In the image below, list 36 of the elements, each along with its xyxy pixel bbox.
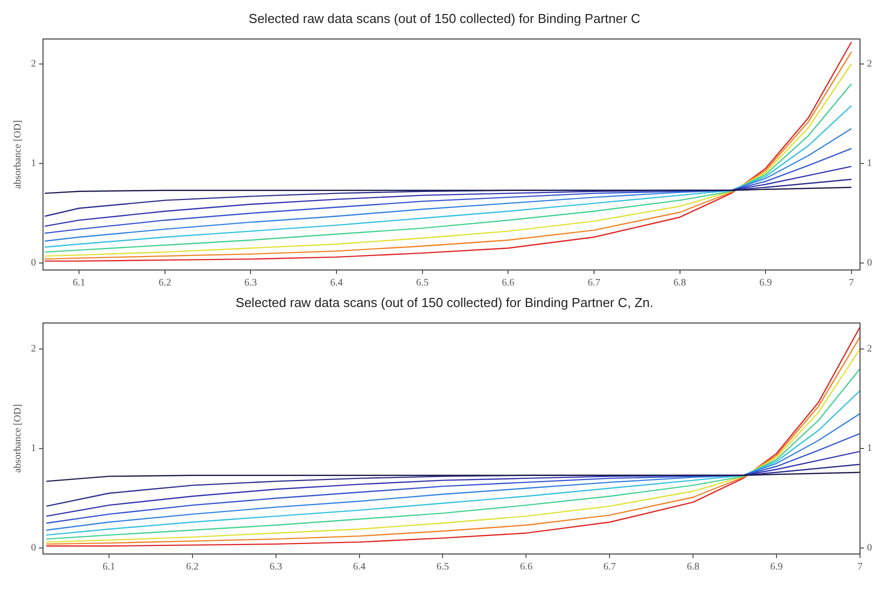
x-tick-label: 6.3 bbox=[270, 562, 282, 573]
x-tick-label: 6.4 bbox=[330, 278, 343, 289]
x-tick-label: 6.2 bbox=[158, 278, 172, 289]
x-tick-label: 6.7 bbox=[603, 562, 616, 573]
chart-title: Selected raw data scans (out of 150 collected) for Binding Partner C, Zn. bbox=[234, 294, 654, 312]
y-tick-label: 1 bbox=[31, 443, 36, 454]
y-axis-title: absorbance [OD] bbox=[12, 404, 24, 473]
x-tick-label: 6.6 bbox=[502, 278, 514, 289]
y2-tick-label: 1 bbox=[867, 158, 872, 170]
y-axis-title: absorbance [OD] bbox=[12, 120, 24, 189]
x-tick-label: 6.3 bbox=[244, 278, 257, 289]
y2-tick-label: 0 bbox=[867, 542, 872, 554]
x-tick-label: 6.4 bbox=[353, 562, 366, 573]
x-tick-label: 6.7 bbox=[588, 278, 600, 289]
y2-tick-label: 2 bbox=[867, 58, 872, 70]
x-tick-label: 6.1 bbox=[102, 562, 116, 573]
y2-tick-label: 1 bbox=[867, 443, 872, 454]
x-tick-label: 6.2 bbox=[186, 562, 199, 573]
x-tick-label: 6.5 bbox=[436, 562, 449, 573]
x-tick-label: 6.9 bbox=[770, 562, 783, 573]
x-tick-label: 6.8 bbox=[686, 562, 700, 573]
y-tick-label: 2 bbox=[31, 344, 36, 355]
x-tick-label: 6.5 bbox=[416, 278, 429, 289]
y2-tick-label: 2 bbox=[867, 344, 872, 355]
x-tick-label: 7 bbox=[848, 278, 854, 289]
y-tick-label: 1 bbox=[31, 158, 36, 170]
x-tick-label: 6.8 bbox=[674, 278, 686, 289]
x-tick-label: 6.1 bbox=[72, 278, 86, 289]
y-tick-label: 0 bbox=[31, 542, 36, 554]
x-tick-label: 6.9 bbox=[759, 278, 772, 289]
x-tick-label: 7 bbox=[858, 562, 862, 573]
chart-title: Selected raw data scans (out of 150 collected) for Binding Partner C bbox=[248, 10, 642, 28]
y2-tick-label: 0 bbox=[867, 258, 872, 269]
x-tick-label: 6.6 bbox=[520, 562, 532, 573]
y-tick-label: 2 bbox=[31, 58, 36, 70]
y-tick-label: 0 bbox=[31, 258, 36, 269]
